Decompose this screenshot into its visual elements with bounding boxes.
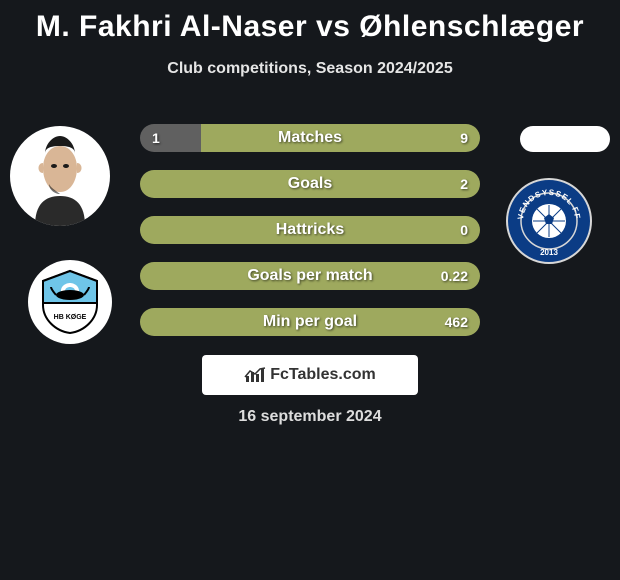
- metric-label: Goals per match: [140, 267, 480, 285]
- club-right-badge: VENDSYSSEL FF 2013: [506, 178, 592, 264]
- date-text: 16 september 2024: [0, 408, 620, 426]
- player-right-avatar: [520, 126, 610, 152]
- metric-value-right: 2: [460, 176, 468, 192]
- bar-chart-icon: [244, 366, 266, 384]
- metric-label: Goals: [140, 175, 480, 193]
- metric-bar-min-per-goal: Min per goal 462: [140, 308, 480, 336]
- metric-value-right: 0.22: [441, 268, 468, 284]
- brand-watermark: FcTables.com: [202, 355, 418, 395]
- metric-bar-matches: 1 Matches 9: [140, 124, 480, 152]
- metric-bar-goals-per-match: Goals per match 0.22: [140, 262, 480, 290]
- metric-value-right: 462: [445, 314, 468, 330]
- metric-bar-hattricks: Hattricks 0: [140, 216, 480, 244]
- club-circle-icon: VENDSYSSEL FF 2013: [506, 178, 592, 264]
- club-shield-icon: HB KØGE: [37, 269, 103, 335]
- metric-label: Matches: [140, 129, 480, 147]
- subtitle: Club competitions, Season 2024/2025: [0, 60, 620, 78]
- metric-label: Hattricks: [140, 221, 480, 239]
- metric-value-right: 9: [460, 130, 468, 146]
- metrics-container: 1 Matches 9 Goals 2 Hattricks 0 Goals pe…: [140, 124, 480, 354]
- page-title: M. Fakhri Al-Naser vs Øhlenschlæger: [0, 0, 620, 44]
- metric-label: Min per goal: [140, 313, 480, 331]
- club-left-badge: HB KØGE: [28, 260, 112, 344]
- metric-bar-goals: Goals 2: [140, 170, 480, 198]
- player-left-avatar: [10, 126, 110, 226]
- brand-text: FcTables.com: [270, 366, 376, 384]
- svg-text:2013: 2013: [540, 248, 558, 257]
- svg-text:HB KØGE: HB KØGE: [54, 314, 87, 321]
- metric-value-right: 0: [460, 222, 468, 238]
- person-silhouette-icon: [15, 126, 105, 226]
